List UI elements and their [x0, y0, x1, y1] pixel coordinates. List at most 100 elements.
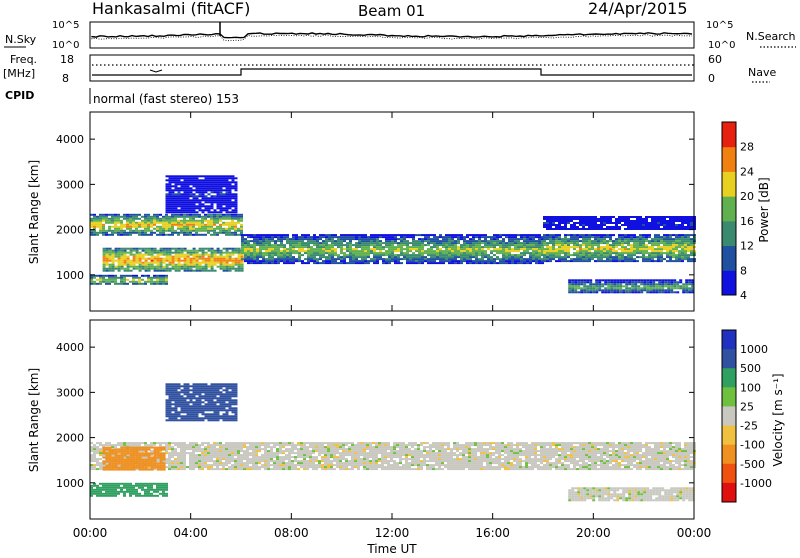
power-cell [385, 254, 388, 256]
power-cell [165, 283, 168, 285]
power-cell [576, 238, 579, 240]
power-cell [172, 258, 175, 260]
vel-cell [204, 460, 207, 462]
power-cell [568, 285, 571, 287]
power-cell [187, 185, 190, 187]
power-cell [475, 236, 478, 238]
vel-cell [234, 444, 237, 446]
power-band-4 [543, 234, 696, 262]
power-cell [205, 209, 208, 211]
vel-cell [228, 456, 231, 458]
power-cell [600, 228, 603, 230]
power-cell [147, 279, 150, 281]
power-cell [310, 250, 313, 252]
power-cell [181, 195, 184, 197]
power-cell [174, 218, 177, 220]
power-cell [238, 258, 241, 260]
power-cell [259, 246, 262, 248]
power-cell [223, 256, 226, 258]
power-cell [690, 238, 693, 240]
power-cell [624, 228, 627, 230]
power-cell [573, 224, 576, 226]
power-cell [343, 234, 346, 236]
power-cell [346, 246, 349, 248]
power-cell [313, 248, 316, 250]
power-cell [169, 175, 172, 177]
power-cell [214, 197, 217, 199]
power-cell [259, 250, 262, 252]
power-cell [112, 260, 115, 262]
power-cell [582, 220, 585, 222]
power-cell [214, 189, 217, 191]
power-colorbar-tick: 12 [740, 240, 754, 253]
vel-cell [306, 452, 309, 454]
power-cell [262, 262, 265, 264]
power-cell [624, 222, 627, 224]
power-cell [636, 242, 639, 244]
power-cell [600, 238, 603, 240]
power-cell [340, 236, 343, 238]
power-cell [684, 220, 687, 222]
power-cell [454, 242, 457, 244]
power-cell [226, 207, 229, 209]
power-cell [232, 181, 235, 183]
power-cell [412, 236, 415, 238]
power-cell [175, 193, 178, 195]
power-cell [231, 220, 234, 222]
power-cell [226, 211, 229, 213]
power-cell [133, 254, 136, 256]
power-cell [586, 279, 589, 281]
power-cell [231, 222, 234, 224]
power-cell [463, 238, 466, 240]
power-cell [184, 179, 187, 181]
vel-cell [288, 464, 291, 466]
power-cell [646, 281, 649, 283]
power-cell [172, 252, 175, 254]
power-cell [463, 258, 466, 260]
vel-cell [300, 460, 303, 462]
power-cell [664, 281, 667, 283]
power-cell [555, 240, 558, 242]
power-cell [499, 240, 502, 242]
power-cell [301, 260, 304, 262]
power-cell [193, 211, 196, 213]
power-cell [322, 234, 325, 236]
power-cell [654, 226, 657, 228]
power-cell [178, 256, 181, 258]
power-cell [657, 238, 660, 240]
power-cell [439, 240, 442, 242]
power-cell [678, 218, 681, 220]
power-cell [235, 250, 238, 252]
power-cell [478, 248, 481, 250]
power-cell [535, 248, 538, 250]
power-cell [180, 222, 183, 224]
power-cell [214, 252, 217, 254]
power-cell [373, 234, 376, 236]
power-cell [613, 287, 616, 289]
power-cell [144, 230, 147, 232]
power-cell [597, 244, 600, 246]
power-cell [558, 238, 561, 240]
power-cell [627, 252, 630, 254]
power-cell [648, 256, 651, 258]
power-cell [642, 252, 645, 254]
power-cell [355, 244, 358, 246]
power-cell [193, 201, 196, 203]
power-cell [588, 226, 591, 228]
power-cell [205, 199, 208, 201]
power-cell [445, 240, 448, 242]
power-cell [460, 236, 463, 238]
power-cell [244, 250, 247, 252]
power-cell [643, 281, 646, 283]
vel-cell [213, 452, 216, 454]
power-cell [234, 232, 237, 234]
power-cell [642, 256, 645, 258]
power-cell [93, 220, 96, 222]
power-cell [144, 226, 147, 228]
power-cell [190, 262, 193, 264]
power-cell [223, 177, 226, 179]
power-cell [490, 236, 493, 238]
power-cell [460, 256, 463, 258]
power-cell [667, 291, 670, 293]
power-cell [412, 252, 415, 254]
